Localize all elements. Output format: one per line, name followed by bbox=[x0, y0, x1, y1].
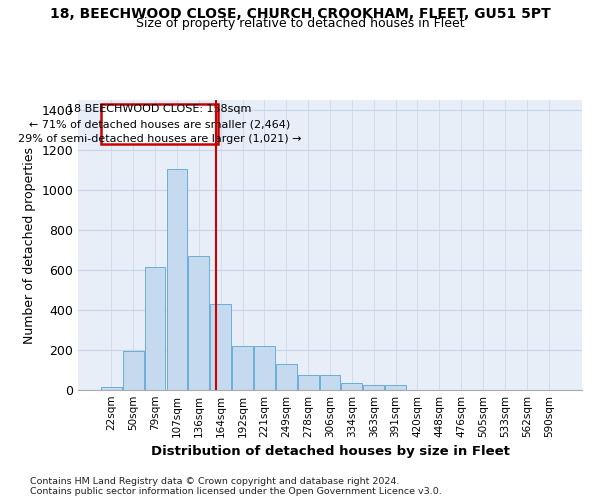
Text: 18, BEECHWOOD CLOSE, CHURCH CROOKHAM, FLEET, GU51 5PT: 18, BEECHWOOD CLOSE, CHURCH CROOKHAM, FL… bbox=[50, 8, 550, 22]
X-axis label: Distribution of detached houses by size in Fleet: Distribution of detached houses by size … bbox=[151, 446, 509, 458]
Bar bbox=[232, 346, 253, 390]
Bar bbox=[254, 346, 275, 390]
Bar bbox=[320, 375, 340, 390]
FancyBboxPatch shape bbox=[101, 104, 218, 144]
Text: Contains public sector information licensed under the Open Government Licence v3: Contains public sector information licen… bbox=[30, 488, 442, 496]
Text: 18 BEECHWOOD CLOSE: 158sqm
← 71% of detached houses are smaller (2,464)
29% of s: 18 BEECHWOOD CLOSE: 158sqm ← 71% of deta… bbox=[18, 104, 301, 144]
Bar bbox=[188, 256, 209, 390]
Bar bbox=[123, 351, 143, 390]
Bar bbox=[276, 364, 296, 390]
Bar bbox=[101, 387, 122, 390]
Bar bbox=[341, 383, 362, 390]
Bar bbox=[364, 385, 384, 390]
Bar bbox=[167, 169, 187, 390]
Bar bbox=[145, 267, 166, 390]
Text: Size of property relative to detached houses in Fleet: Size of property relative to detached ho… bbox=[136, 18, 464, 30]
Y-axis label: Number of detached properties: Number of detached properties bbox=[23, 146, 36, 344]
Bar bbox=[298, 375, 319, 390]
Text: Contains HM Land Registry data © Crown copyright and database right 2024.: Contains HM Land Registry data © Crown c… bbox=[30, 478, 400, 486]
Bar bbox=[385, 385, 406, 390]
Bar bbox=[210, 304, 231, 390]
